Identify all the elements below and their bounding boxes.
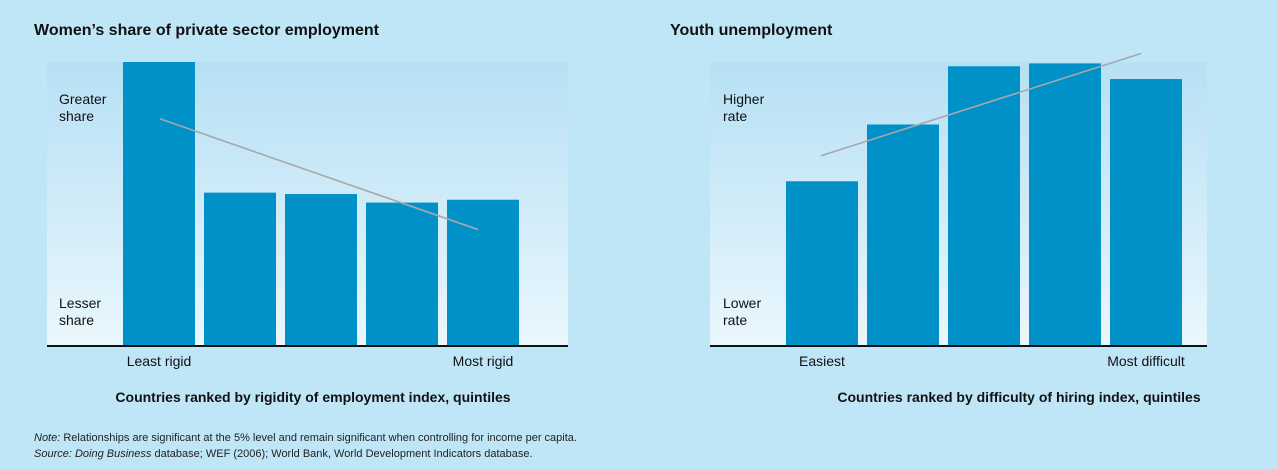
x-tick-label-first: Least rigid	[127, 353, 192, 369]
trend-line	[159, 118, 479, 231]
header-strip	[0, 0, 1278, 10]
bar-4	[1029, 63, 1101, 347]
note-line: Note: Relationships are significant at t…	[34, 430, 577, 446]
bar-5	[447, 199, 519, 346]
bar-chart-women-share: Greater share Lesser share Least rigid Most r…	[47, 62, 568, 369]
x-axis-label: Countries ranked by rigidity of employme…	[115, 389, 511, 405]
x-tick-label-last: Most rigid	[453, 353, 514, 369]
footnotes: Note: Relationships are significant at t…	[34, 430, 577, 462]
x-tick-label-last: Most difficult	[1107, 353, 1185, 369]
chart-panel-women-share: Women’s share of private sector employme…	[0, 0, 640, 405]
chart-panel-youth-unemployment: Youth unemployment Higher rate Lower rate Ea…	[639, 0, 1278, 405]
trend-line	[820, 52, 1142, 157]
x-axis-label: Countries ranked by difficulty of hiring…	[837, 389, 1201, 405]
y-label-bottom: Lesser share	[59, 295, 101, 328]
bar-1	[123, 62, 195, 346]
source-italic: Doing Business	[71, 448, 152, 460]
bar-3	[948, 66, 1020, 346]
bar-chart-youth-unemployment: Higher rate Lower rate Easiest Most difficult	[710, 52, 1207, 369]
source-label: Source:	[34, 448, 72, 460]
note-label: Note:	[34, 432, 61, 444]
chart-title: Youth unemployment	[670, 22, 833, 39]
chart-title: Women’s share of private sector employme…	[34, 22, 379, 39]
y-label-top: Higher rate	[723, 91, 765, 124]
source-line: Source: Doing Business database; WEF (20…	[34, 446, 577, 462]
bar-4	[366, 202, 438, 346]
bar-1	[786, 181, 858, 346]
bar-3	[285, 194, 357, 346]
y-label-top: Greater share	[59, 91, 107, 124]
source-text: database; WEF (2006); World Bank, World …	[151, 448, 533, 460]
y-label-bottom: Lower rate	[723, 295, 761, 328]
bar-2	[867, 124, 939, 346]
bar-2	[204, 192, 276, 346]
note-text: Relationships are significant at the 5% …	[60, 432, 577, 444]
x-tick-label-first: Easiest	[799, 353, 845, 369]
bar-5	[1110, 79, 1182, 346]
